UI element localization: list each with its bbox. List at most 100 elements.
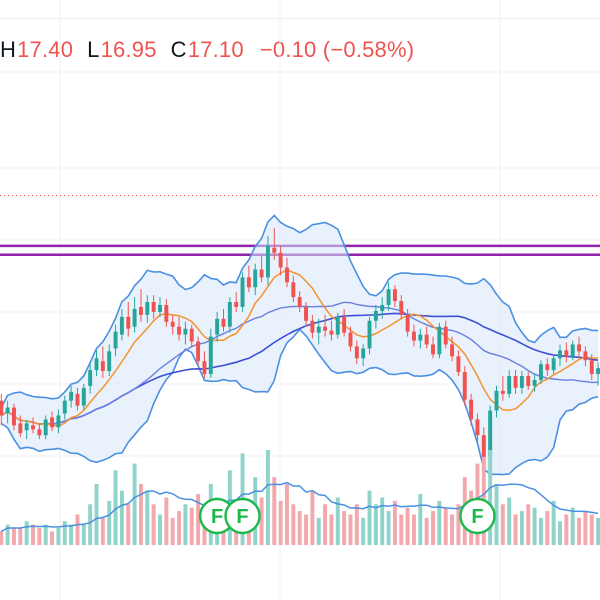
volume-bar bbox=[107, 500, 112, 545]
candle-body bbox=[481, 435, 486, 457]
candle-body bbox=[558, 350, 562, 359]
candle-body bbox=[500, 390, 505, 394]
candle-body bbox=[234, 302, 239, 307]
candle-body bbox=[354, 346, 359, 359]
volume-bar bbox=[507, 497, 512, 545]
volume-bar bbox=[323, 504, 328, 545]
volume-bar bbox=[412, 514, 416, 545]
candle-body bbox=[380, 305, 385, 311]
candle-body bbox=[475, 419, 480, 436]
volume-bar bbox=[386, 511, 391, 545]
volume-bar bbox=[177, 511, 182, 545]
candle-body bbox=[577, 344, 582, 352]
volume-bar bbox=[577, 517, 582, 545]
candle-body bbox=[12, 407, 16, 426]
candle-body bbox=[265, 245, 270, 278]
candle-body bbox=[69, 391, 74, 401]
candle-body bbox=[310, 320, 315, 333]
close-key: C bbox=[170, 37, 187, 62]
volume-bar bbox=[145, 490, 150, 545]
event-marker[interactable]: F bbox=[459, 497, 496, 535]
volume-bar bbox=[424, 517, 429, 545]
volume-bar bbox=[348, 514, 353, 545]
volume-bar bbox=[297, 511, 302, 545]
candle-body bbox=[75, 393, 80, 406]
volume-bar bbox=[31, 524, 35, 545]
candle-body bbox=[291, 282, 296, 298]
event-marker-circle bbox=[459, 497, 496, 535]
volume-bar bbox=[126, 504, 131, 545]
volume-bar bbox=[596, 517, 600, 545]
volume-bar bbox=[335, 497, 340, 545]
volume-bar bbox=[551, 500, 556, 545]
candle-body bbox=[24, 423, 29, 431]
volume-bar bbox=[272, 477, 277, 545]
volume-bar bbox=[367, 490, 372, 545]
candle-body bbox=[507, 376, 512, 394]
candle-body bbox=[100, 361, 105, 372]
volume-bar bbox=[538, 517, 543, 545]
candle-body bbox=[246, 277, 251, 288]
candle-body bbox=[0, 400, 4, 416]
volume-bar bbox=[278, 500, 283, 545]
candle-body bbox=[107, 351, 112, 372]
candle-body bbox=[583, 351, 588, 361]
volume-bar bbox=[513, 514, 518, 545]
event-marker[interactable]: F bbox=[198, 497, 236, 535]
volume-bar bbox=[405, 507, 410, 545]
event-marker-label: F bbox=[471, 506, 483, 528]
candle-body bbox=[221, 318, 226, 327]
candle-body bbox=[412, 331, 416, 341]
volume-bar bbox=[12, 528, 16, 545]
candle-body bbox=[450, 344, 455, 357]
bollinger-bands bbox=[0, 214, 599, 476]
candle-body bbox=[538, 364, 543, 380]
candle-body bbox=[240, 277, 245, 307]
volume-bar bbox=[329, 514, 334, 545]
candle-body bbox=[215, 318, 220, 335]
volume-bar bbox=[24, 521, 29, 545]
volume-bar bbox=[170, 517, 175, 545]
candle-body bbox=[126, 316, 131, 329]
volume-bar bbox=[56, 528, 61, 545]
candle-body bbox=[469, 399, 474, 420]
volume-bar bbox=[380, 497, 385, 545]
candle-body bbox=[151, 302, 156, 312]
volume-bar bbox=[189, 507, 194, 545]
event-marker-label: F bbox=[211, 506, 223, 528]
volume-bar bbox=[558, 521, 562, 545]
candle-body bbox=[373, 310, 378, 321]
volume-bar bbox=[570, 507, 575, 545]
volume-bar bbox=[354, 504, 359, 545]
volume-bar bbox=[50, 531, 55, 545]
candle-body bbox=[31, 425, 35, 430]
candle-body bbox=[189, 328, 194, 342]
volume-bar bbox=[564, 514, 569, 545]
volume-bar bbox=[361, 517, 366, 545]
candle-body bbox=[132, 308, 137, 327]
candle-body bbox=[519, 376, 524, 388]
volume-bar bbox=[75, 514, 80, 545]
candle-body bbox=[81, 387, 86, 406]
candle-body bbox=[589, 360, 594, 375]
volume-bar bbox=[183, 504, 188, 545]
candle-body bbox=[532, 379, 537, 386]
candle-body bbox=[462, 372, 467, 400]
candle-body bbox=[405, 314, 410, 332]
candle-body bbox=[323, 326, 328, 331]
candle-body bbox=[361, 348, 366, 359]
candle-body bbox=[297, 297, 302, 307]
candle-body bbox=[278, 252, 283, 268]
candle-body bbox=[183, 328, 188, 335]
candle-body bbox=[18, 423, 23, 434]
ma-fast-line bbox=[0, 269, 599, 427]
candle-body bbox=[208, 336, 213, 375]
volume-bar bbox=[196, 494, 201, 545]
candle-body bbox=[570, 344, 575, 357]
candle-body bbox=[545, 364, 550, 371]
event-marker[interactable]: F bbox=[224, 497, 261, 535]
candle-body bbox=[488, 410, 493, 457]
candle-body bbox=[596, 368, 600, 375]
